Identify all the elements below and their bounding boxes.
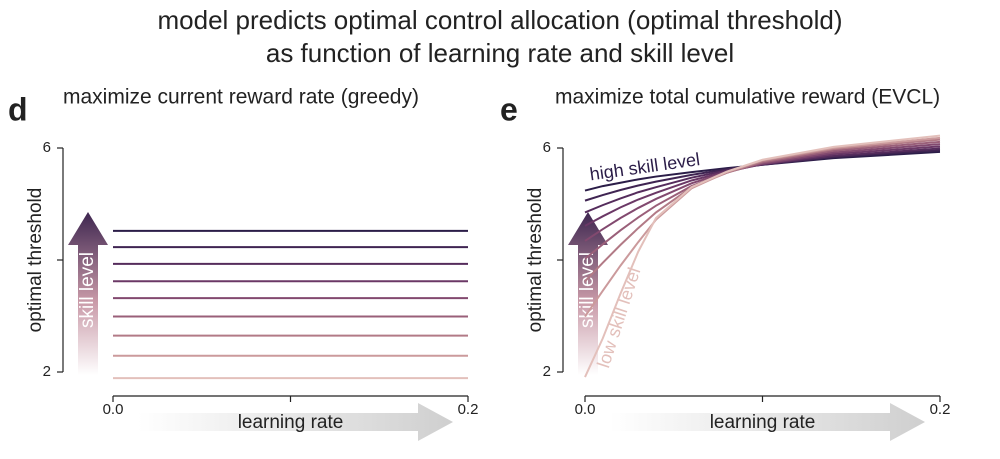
x-tick-label: 0.2 [930,401,951,418]
series-line [584,145,941,227]
y-tick-label: 2 [543,363,551,380]
panel-subtitle: maximize current reward rate (greedy) [63,86,419,109]
learning-rate-arrow [138,403,453,441]
series-line [584,143,941,242]
annotation: low skill level [593,265,644,370]
x-axis-label: learning rate [238,412,344,433]
skill-arrow [568,212,608,375]
skill-arrow [68,212,108,375]
x-tick-label: 0.2 [458,401,479,418]
y-tick-label: 6 [543,139,551,156]
y-tick-label: 2 [43,363,51,380]
series-line [584,138,941,282]
learning-rate-arrow [610,403,925,441]
annotation: skill level [77,252,98,328]
y-axis-label: optimal threshold [525,188,546,333]
y-tick-label: 6 [43,139,51,156]
panel-subtitle: maximize total cumulative reward (EVCL) [555,86,940,109]
x-tick-label: 0.0 [575,401,596,418]
panel-letter: d [8,91,28,127]
y-axis-label: optimal threshold [25,188,46,333]
panel-letter: e [500,91,518,127]
figure-title: as function of learning rate and skill l… [266,38,734,68]
series-line [584,140,941,260]
x-axis-label: learning rate [710,412,816,433]
annotation: skill level [577,252,598,328]
series-line [584,134,941,378]
x-tick-label: 0.0 [103,401,124,418]
figure-title: model predicts optimal control allocatio… [158,5,843,35]
